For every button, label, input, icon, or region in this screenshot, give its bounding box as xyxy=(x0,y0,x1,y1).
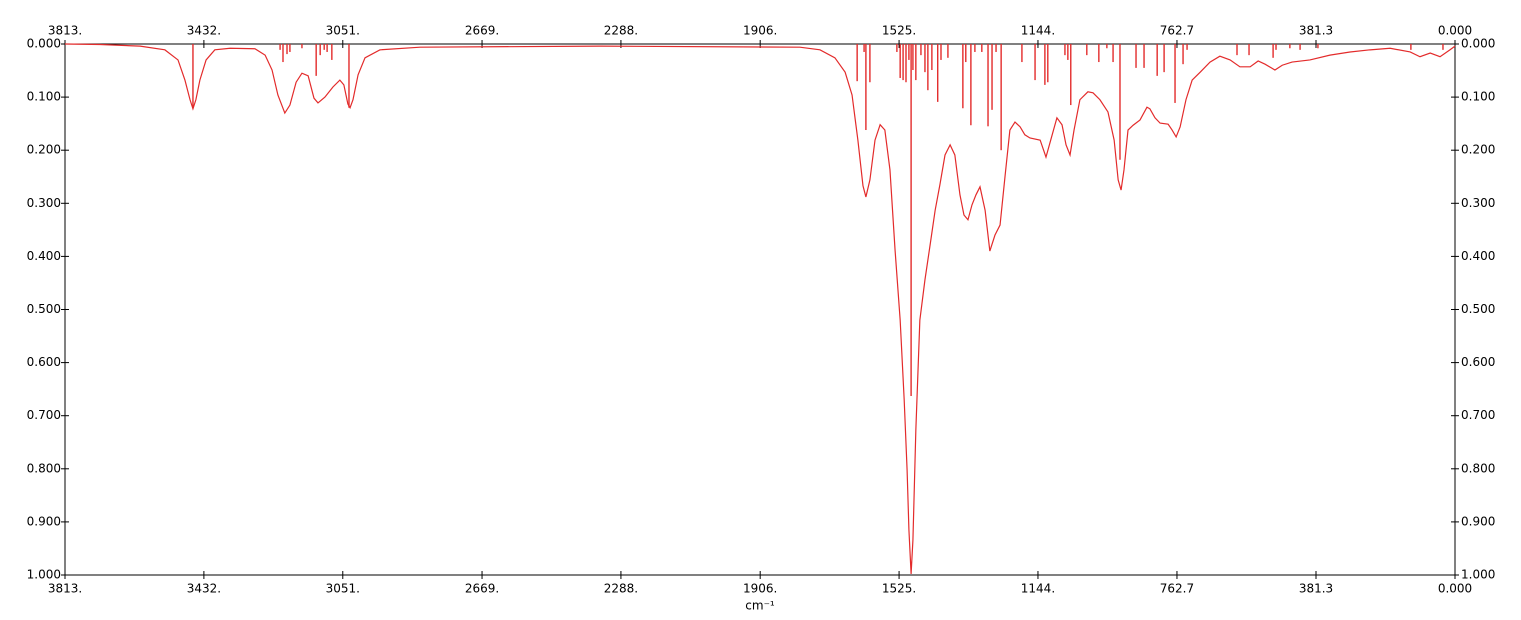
y-tick-label-right: 0.700 xyxy=(1461,408,1495,422)
y-tick-label-right: 0.900 xyxy=(1461,514,1495,528)
x-tick-label-top: 3432. xyxy=(187,24,221,38)
x-tick-label-top: 2669. xyxy=(465,24,499,38)
y-tick-label: 0.200 xyxy=(27,143,61,157)
y-tick-label-right: 0.000 xyxy=(1461,37,1495,51)
x-tick-label: 381.3 xyxy=(1299,582,1333,596)
y-tick-label: 0.900 xyxy=(27,514,61,528)
x-tick-label-top: 762.7 xyxy=(1160,24,1194,38)
y-tick-label-right: 0.200 xyxy=(1461,143,1495,157)
y-tick-label-right: 0.300 xyxy=(1461,196,1495,210)
x-axis-label: cm⁻¹ xyxy=(745,599,775,613)
y-tick-label: 0.600 xyxy=(27,355,61,369)
x-tick-label: 762.7 xyxy=(1160,582,1194,596)
x-tick-label: 3432. xyxy=(187,582,221,596)
y-tick-label: 0.500 xyxy=(27,302,61,316)
plot-frame xyxy=(64,43,1456,576)
x-tick-label: 2288. xyxy=(604,582,638,596)
x-tick-label-top: 1906. xyxy=(743,24,777,38)
x-tick-label-top: 381.3 xyxy=(1299,24,1333,38)
y-tick-label: 0.800 xyxy=(27,461,61,475)
y-tick-label: 0.700 xyxy=(27,408,61,422)
y-tick-label-right: 1.000 xyxy=(1461,568,1495,582)
y-tick-label: 0.300 xyxy=(27,196,61,210)
x-tick-label-top: 1144. xyxy=(1021,24,1055,38)
x-tick-label: 1525. xyxy=(882,582,916,596)
x-tick-label-top: 1525. xyxy=(882,24,916,38)
y-tick-label-right: 0.100 xyxy=(1461,90,1495,104)
x-tick-label-top: 3051. xyxy=(326,24,360,38)
x-tick-label: 0.000 xyxy=(1438,582,1472,596)
y-tick-label-right: 0.500 xyxy=(1461,302,1495,316)
x-tick-label: 1144. xyxy=(1021,582,1055,596)
x-tick-label: 1906. xyxy=(743,582,777,596)
y-tick-label: 0.100 xyxy=(27,90,61,104)
x-tick-label-top: 2288. xyxy=(604,24,638,38)
x-tick-label: 3813. xyxy=(48,582,82,596)
x-tick-label-top: 0.000 xyxy=(1438,24,1472,38)
y-tick-label-right: 0.600 xyxy=(1461,355,1495,369)
y-tick-label: 0.000 xyxy=(27,37,61,51)
spectrum-line xyxy=(64,43,1456,574)
x-tick-label-top: 3813. xyxy=(48,24,82,38)
y-tick-label-right: 0.800 xyxy=(1461,461,1495,475)
y-tick-label: 1.000 xyxy=(27,568,61,582)
x-tick-label: 2669. xyxy=(465,582,499,596)
x-tick-label: 3051. xyxy=(326,582,360,596)
y-tick-label: 0.400 xyxy=(27,249,61,263)
y-tick-label-right: 0.400 xyxy=(1461,249,1495,263)
